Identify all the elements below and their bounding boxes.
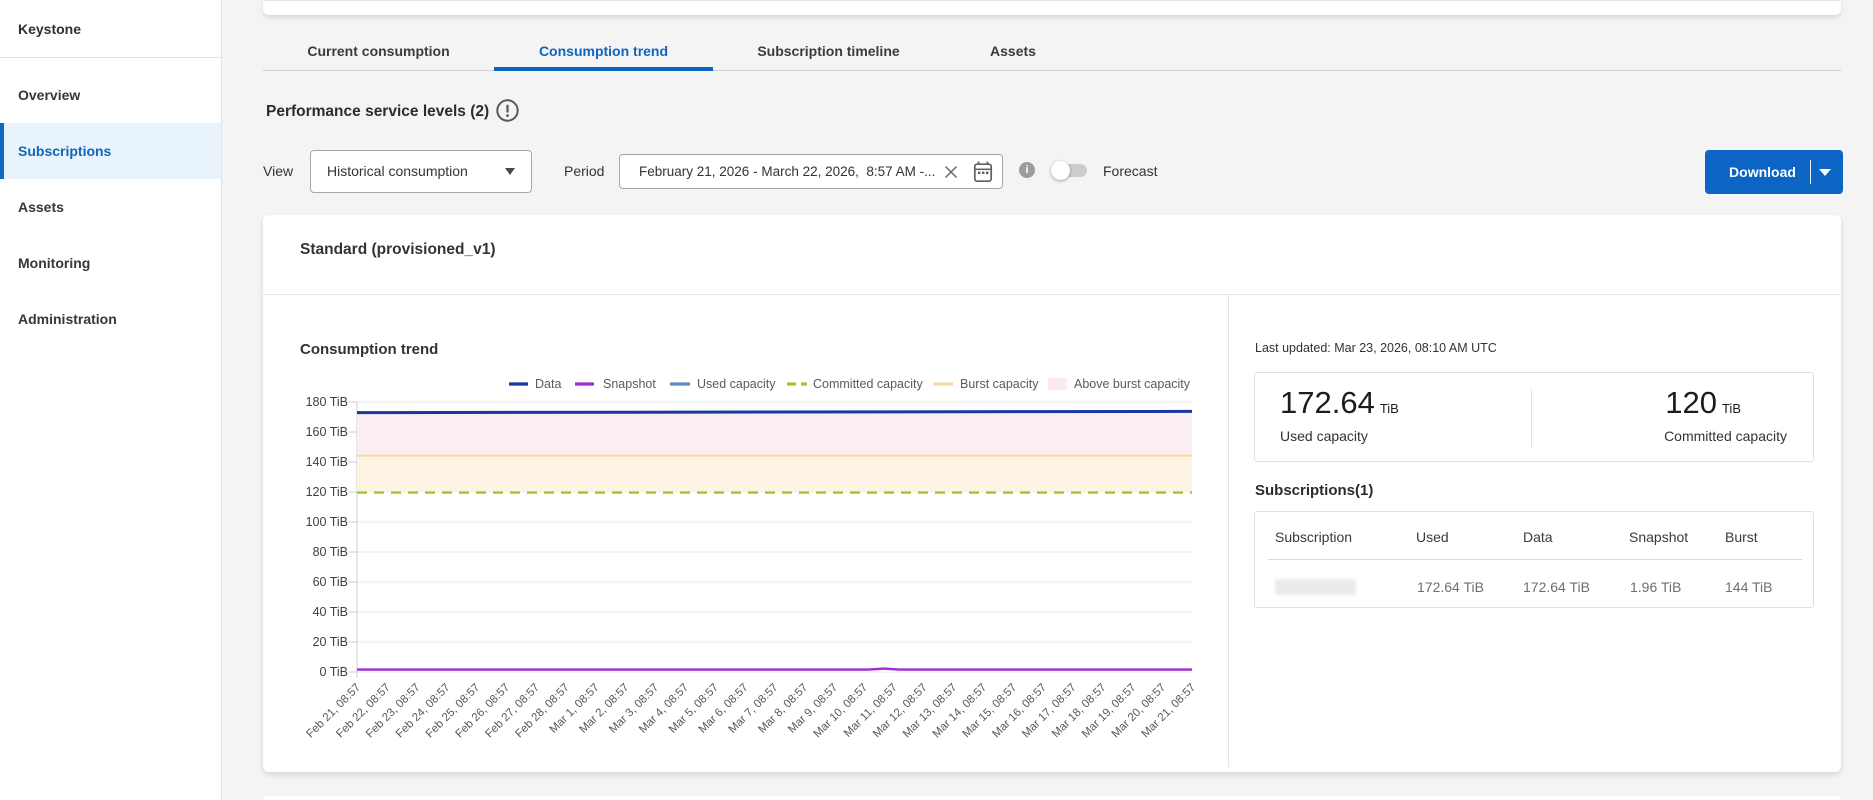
- svg-text:180 TiB: 180 TiB: [306, 395, 348, 409]
- svg-text:80 TiB: 80 TiB: [313, 545, 348, 559]
- svg-text:60 TiB: 60 TiB: [313, 575, 348, 589]
- svg-text:20 TiB: 20 TiB: [313, 635, 348, 649]
- svg-text:Mar 21, 08:57: Mar 21, 08:57: [1139, 682, 1198, 741]
- svg-text:0 TiB: 0 TiB: [320, 665, 349, 679]
- svg-text:Above burst capacity: Above burst capacity: [1074, 377, 1191, 391]
- svg-text:40 TiB: 40 TiB: [313, 605, 348, 619]
- svg-text:Committed capacity: Committed capacity: [813, 377, 924, 391]
- svg-text:140 TiB: 140 TiB: [306, 455, 348, 469]
- svg-text:Used capacity: Used capacity: [697, 377, 776, 391]
- svg-text:Data: Data: [535, 377, 561, 391]
- svg-text:Snapshot: Snapshot: [603, 377, 656, 391]
- svg-text:120 TiB: 120 TiB: [306, 485, 348, 499]
- svg-text:160 TiB: 160 TiB: [306, 425, 348, 439]
- svg-text:Burst capacity: Burst capacity: [960, 377, 1039, 391]
- svg-text:100 TiB: 100 TiB: [306, 515, 348, 529]
